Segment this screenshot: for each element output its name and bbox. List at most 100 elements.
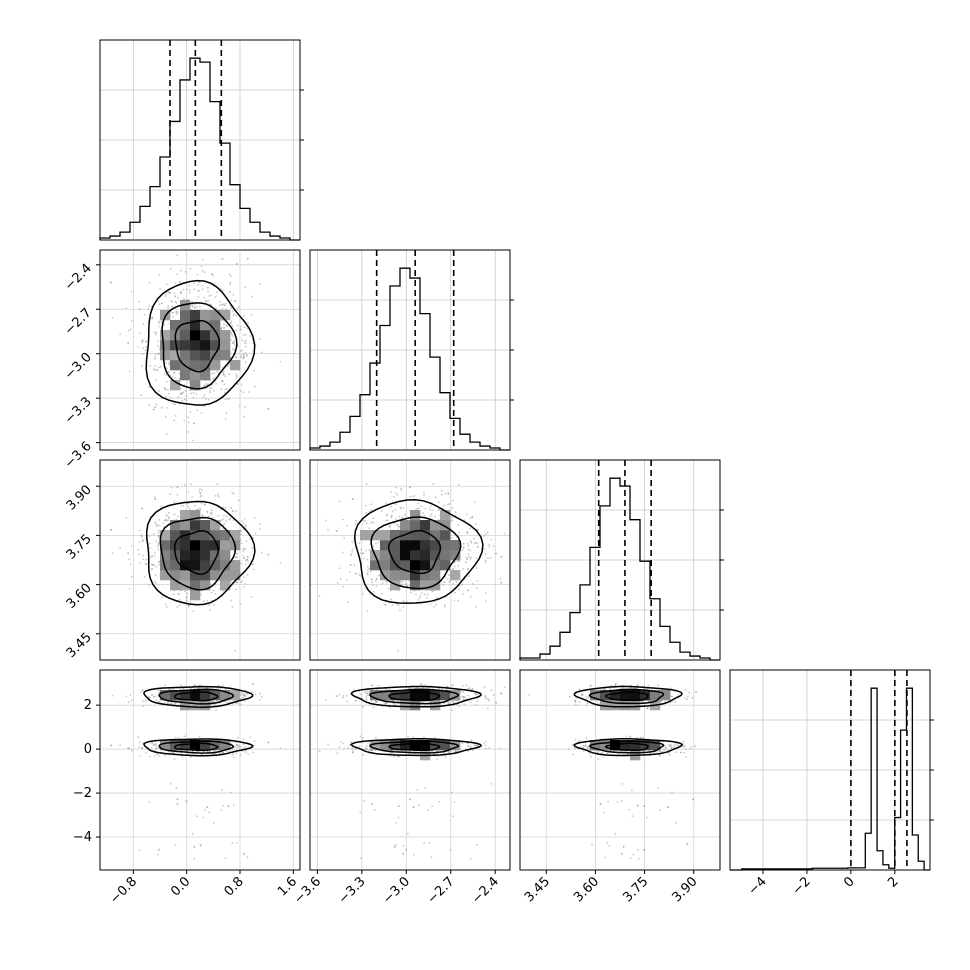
sample-point (166, 406, 169, 409)
sample-point (173, 371, 176, 374)
density-cell (410, 580, 421, 591)
density-cell (420, 570, 431, 581)
sample-point (259, 283, 262, 285)
hist-frame (729, 669, 931, 871)
sample-point (242, 391, 245, 394)
sample-point (152, 744, 155, 746)
sample-point (246, 555, 249, 558)
sample-point (512, 576, 514, 578)
density-cell (420, 560, 431, 571)
density-cell (190, 510, 201, 521)
sample-point (372, 517, 375, 520)
sample-point (417, 502, 419, 505)
sample-point (196, 815, 198, 818)
sample-point (451, 507, 454, 509)
sample-point (267, 407, 270, 410)
sample-point (182, 687, 185, 690)
sample-point (487, 557, 490, 560)
sample-point (395, 486, 398, 489)
sample-point (467, 544, 470, 547)
sample-point (144, 558, 147, 561)
sample-point (180, 684, 183, 687)
sample-point (127, 342, 130, 344)
sample-point (208, 750, 211, 753)
sample-point (237, 702, 240, 705)
sample-point (157, 544, 160, 546)
sample-point (157, 536, 160, 538)
sample-point (151, 742, 153, 744)
sample-point (408, 486, 411, 488)
sample-point (366, 558, 369, 561)
sample-point (198, 489, 201, 492)
sample-point (119, 547, 121, 549)
contour-level-2 (174, 319, 221, 373)
sample-point (391, 604, 394, 607)
sample-point (380, 510, 383, 512)
sample-point (223, 303, 225, 306)
sample-point (402, 581, 404, 584)
sample-point (208, 294, 210, 297)
sample-point (420, 591, 423, 594)
density-cell (180, 690, 191, 701)
sample-point (157, 390, 160, 392)
sample-point (225, 519, 228, 522)
sample-point (168, 361, 171, 364)
sample-point (239, 703, 242, 706)
sample-point (191, 496, 193, 499)
sample-point (110, 744, 112, 747)
density-cell (160, 550, 171, 561)
density-cell (380, 540, 391, 551)
sample-point (197, 296, 200, 298)
sample-point (174, 414, 177, 417)
sample-point (185, 399, 187, 402)
hist-panel-1 (309, 249, 514, 451)
sample-point (213, 603, 215, 606)
density-cell (190, 360, 201, 371)
density-cell (400, 540, 411, 551)
sample-point (251, 691, 254, 693)
density-cell (170, 560, 181, 571)
sample-point (151, 317, 153, 320)
sample-point (499, 577, 502, 580)
sample-point (447, 701, 450, 703)
sample-point (153, 357, 156, 360)
sample-point (429, 603, 432, 606)
sample-point (156, 753, 159, 755)
sample-point (258, 338, 261, 341)
sample-point (367, 565, 369, 568)
density-cell (170, 350, 181, 361)
sample-point (138, 746, 141, 749)
sample-point (242, 353, 245, 356)
sample-point (165, 374, 168, 377)
contour-level-0 (143, 738, 254, 757)
density-cell (160, 690, 171, 701)
contour-level-2 (387, 529, 442, 575)
sample-point (413, 589, 416, 592)
sample-point (174, 703, 177, 705)
sample-point (216, 483, 219, 485)
density-cell (420, 530, 431, 541)
sample-point (157, 300, 159, 303)
sample-point (384, 603, 387, 606)
sample-point (129, 694, 132, 696)
sample-point (209, 391, 211, 394)
sample-point (175, 787, 178, 790)
density-cell (200, 690, 211, 701)
sample-point (210, 304, 213, 306)
sample-point (224, 688, 227, 691)
sample-point (183, 297, 185, 300)
sample-point (440, 489, 443, 492)
sample-point (119, 744, 121, 747)
density-cell (200, 550, 211, 561)
contour-level-2 (174, 529, 219, 575)
sample-point (165, 293, 168, 295)
sample-point (242, 692, 245, 695)
sample-point (454, 591, 456, 594)
sample-point (177, 592, 180, 595)
sample-point (230, 333, 233, 335)
sample-point (448, 574, 450, 577)
density-cell (180, 370, 191, 381)
sample-point (233, 492, 235, 495)
density-cell (190, 550, 201, 561)
density-cell (200, 310, 211, 321)
